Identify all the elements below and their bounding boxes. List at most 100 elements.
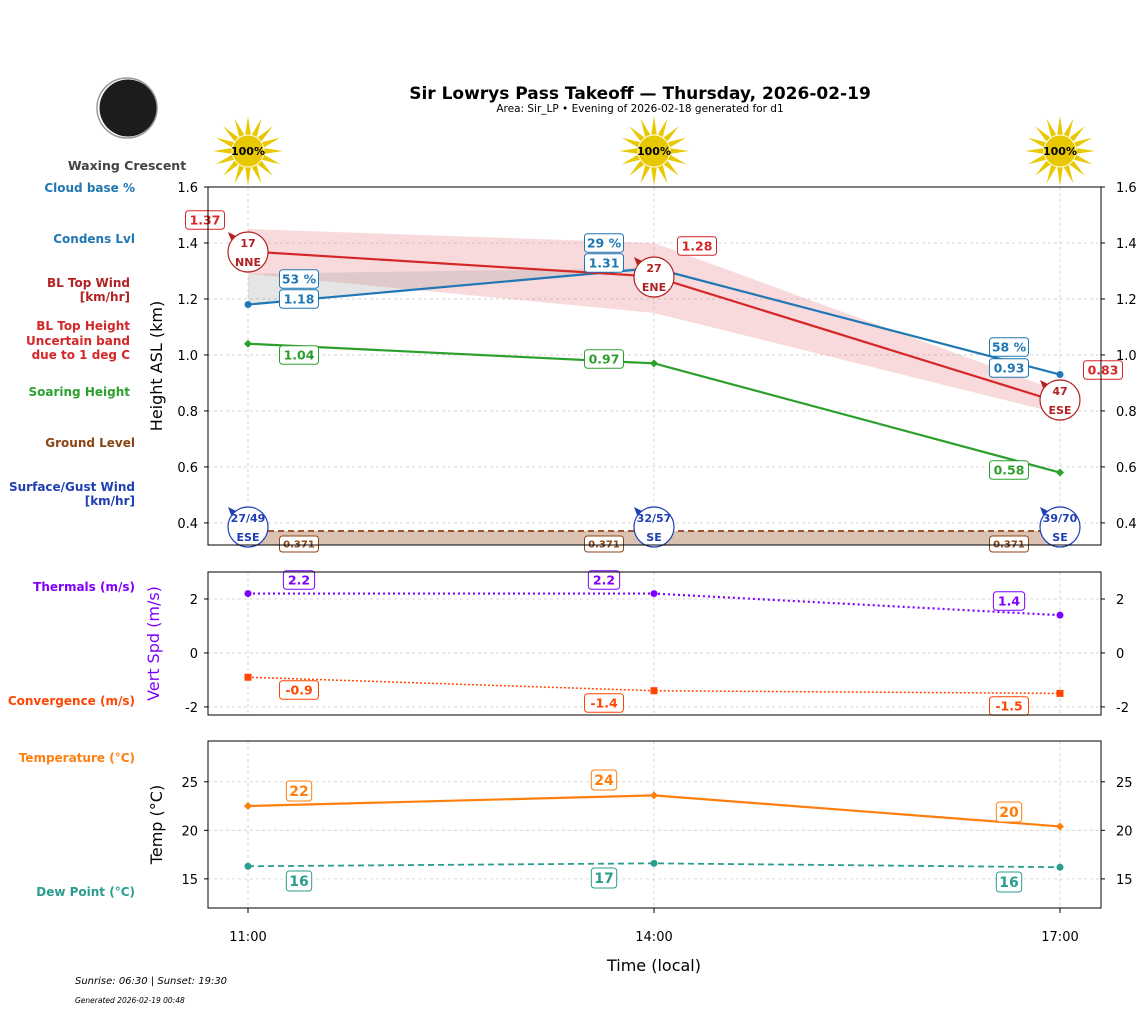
sun-ray — [651, 116, 657, 136]
sun-ray — [261, 137, 281, 148]
y-tick-label: 20 — [181, 824, 198, 839]
convergence-label: -0.9 — [285, 683, 312, 698]
bl-uncertainty-band — [248, 228, 1060, 414]
surface-wind-circle — [1039, 506, 1081, 548]
condens-point — [1056, 371, 1064, 379]
panel-frame — [207, 571, 1102, 716]
dew-point-point — [650, 859, 658, 867]
wind-arrow-icon — [1040, 507, 1048, 515]
sun-ray — [621, 154, 641, 165]
convergence-label: -1.4 — [590, 696, 618, 711]
y-tick-label: 1.4 — [177, 237, 198, 252]
sun-ray — [667, 137, 687, 148]
sun-ray — [215, 137, 235, 148]
sun-ray — [1063, 164, 1074, 184]
cloud-base-pct-label: 58 % — [992, 340, 1027, 355]
sun-ray — [251, 118, 262, 138]
cloud-base-pct-label: 53 % — [282, 272, 317, 287]
y-tick-label: 15 — [181, 873, 198, 888]
sun-percent: 100% — [231, 145, 265, 158]
cloud-base-pct-label-box — [279, 269, 319, 289]
convergence-point — [1056, 689, 1064, 697]
y-tick-label-right: 1.0 — [1116, 349, 1137, 364]
sun-ray — [1057, 166, 1063, 186]
soaring-label-box — [989, 460, 1029, 480]
temperature-label: 22 — [289, 784, 308, 800]
temperature-label: 24 — [594, 773, 614, 789]
y-axis-label: Temp (°C) — [147, 785, 166, 865]
convergence-point — [244, 673, 252, 681]
temperature-label-box — [995, 801, 1023, 823]
row-label: Dew Point (°C) — [36, 885, 135, 899]
cloud-base-pct-label-box — [989, 337, 1029, 357]
ground-label-box — [989, 535, 1029, 553]
thermals-label: 2.2 — [288, 573, 310, 588]
bl-top-wind-speed: 17 — [240, 237, 255, 250]
chart-subtitle: Area: Sir_LP • Evening of 2026-02-18 gen… — [496, 103, 783, 115]
y-tick-label-right: 1.6 — [1116, 181, 1137, 196]
soaring-point — [244, 339, 252, 348]
sun-ray — [245, 166, 251, 186]
sun-ray — [213, 148, 233, 154]
sun-ray — [1057, 116, 1063, 136]
cloud-base-pct-label-box — [584, 233, 624, 253]
sun-ray — [1069, 126, 1085, 142]
y-tick-label-right: 1.2 — [1116, 293, 1137, 308]
sun-icon: 100% — [213, 116, 283, 186]
wind-arrow-icon — [1040, 380, 1048, 388]
row-label: [km/hr] — [85, 494, 135, 508]
wind-arrow-icon — [228, 232, 236, 240]
convergence-label-box — [279, 680, 319, 700]
sun-ray — [1073, 137, 1093, 148]
condens-lvl-label-box — [989, 358, 1029, 378]
dew-point-label-box — [285, 870, 313, 892]
sun-ray — [223, 160, 239, 176]
generated-timestamp: Generated 2026-02-19 00:48 — [75, 996, 185, 1005]
sun-ray — [640, 118, 651, 138]
bl-top-wind-circle — [633, 256, 675, 298]
bl-top-wind-direction: NNE — [235, 256, 261, 269]
thermals-label-box — [587, 570, 621, 590]
convergence-label-box — [584, 693, 624, 713]
sun-ray — [667, 154, 687, 165]
condens-point — [244, 301, 252, 309]
temperature-label-box — [285, 780, 313, 802]
sun-ray — [257, 160, 273, 176]
soaring-label: 0.58 — [994, 463, 1025, 478]
panel-frame — [207, 740, 1102, 909]
condens-lvl-label: 1.18 — [284, 292, 315, 307]
y-axis-label: Vert Spd (m/s) — [144, 586, 163, 701]
moon-icon — [96, 77, 158, 139]
y-tick-label-right: 0.8 — [1116, 405, 1137, 420]
sun-ray — [1027, 137, 1047, 148]
sun-ray — [1046, 118, 1057, 138]
sun-percent: 100% — [637, 145, 671, 158]
row-label: Condens Lvl — [53, 232, 135, 246]
x-tick-label: 17:00 — [1041, 930, 1078, 945]
condens-lvl-label-box — [279, 289, 319, 309]
sun-disc — [1043, 134, 1077, 168]
temperature-point — [650, 791, 658, 800]
chart-title: Sir Lowrys Pass Takeoff — Thursday, 2026… — [409, 84, 871, 104]
bl-top-label-box — [185, 210, 225, 230]
sun-ray — [621, 137, 641, 148]
sun-ray — [640, 164, 651, 184]
y-tick-label: 25 — [181, 776, 198, 791]
sun-percent: 100% — [1043, 145, 1077, 158]
y-tick-label: 1.6 — [177, 181, 198, 196]
row-label: Uncertain band — [26, 334, 130, 348]
sun-ray — [651, 166, 657, 186]
dew-point-point — [244, 862, 252, 870]
row-label: Soaring Height — [29, 385, 131, 399]
sun-ray — [257, 126, 273, 142]
sun-disc — [637, 134, 671, 168]
soaring-point — [1056, 468, 1064, 477]
x-axis-label: Time (local) — [606, 956, 701, 975]
y-tick-label: 0.8 — [177, 405, 198, 420]
sun-ray — [1069, 160, 1085, 176]
dew-point-point — [1056, 863, 1064, 871]
sun-ray — [663, 126, 679, 142]
sun-ray — [215, 154, 235, 165]
y-tick-label: 2 — [190, 593, 198, 608]
y-tick-label-right: 0.6 — [1116, 461, 1137, 476]
